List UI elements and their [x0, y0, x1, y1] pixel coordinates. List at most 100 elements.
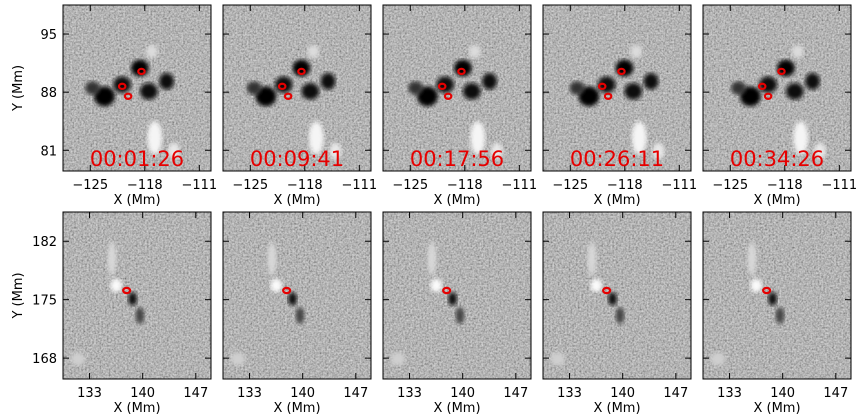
y-axis-title: Y (Mm)	[11, 65, 26, 112]
magnetic-feature	[468, 44, 481, 59]
x-tick-label: 140	[130, 386, 155, 401]
magnetogram-panel: −125 −118 −111 95 88 81 X (Mm) 00:01:26	[40, 4, 217, 208]
magnetic-feature	[491, 142, 503, 160]
x-tick-label: 133	[557, 386, 582, 401]
noise-texture	[543, 212, 691, 379]
noise-texture	[703, 5, 851, 171]
x-tick-label: −118	[287, 178, 323, 193]
panel-frame	[62, 4, 212, 172]
magnetic-feature	[255, 86, 277, 107]
noise-texture	[223, 212, 371, 379]
x-tick-label: 147	[183, 386, 208, 401]
red-contour	[443, 92, 453, 101]
red-contour	[282, 286, 292, 295]
x-tick-label: 140	[290, 386, 315, 401]
red-contour	[283, 92, 293, 101]
magnetic-feature	[791, 44, 804, 59]
x-tick-label: −118	[447, 178, 483, 193]
x-tick-label: 133	[237, 386, 262, 401]
panel-frame	[222, 211, 372, 380]
magnetogram-panel: −125 −118 −111 X (Mm) 00:26:11	[542, 4, 697, 208]
magnetic-feature	[168, 142, 180, 160]
noise-texture	[383, 212, 531, 379]
red-contour	[457, 67, 466, 76]
magnetic-feature	[578, 86, 600, 107]
x-tick-label: −111	[501, 178, 537, 193]
x-tick-label: −111	[341, 178, 377, 193]
magnetic-feature	[139, 83, 158, 100]
panel-frame	[222, 4, 372, 172]
magnetic-feature	[462, 83, 481, 100]
magnetic-feature	[775, 307, 785, 324]
noise-texture	[63, 212, 211, 379]
x-tick-label: 147	[343, 386, 368, 401]
x-tick-label: 147	[823, 386, 848, 401]
red-contour	[442, 286, 452, 295]
magnetogram-panel: 133 140 147 X (Mm)	[382, 211, 532, 416]
magnetic-feature	[615, 59, 634, 77]
x-tick-label: 147	[503, 386, 528, 401]
x-axis-title: X (Mm)	[753, 193, 800, 208]
magnetic-feature	[94, 86, 115, 107]
timestamp-label: 00:01:26	[90, 147, 184, 171]
magnetic-feature	[624, 83, 643, 100]
red-contour	[617, 67, 626, 76]
x-axis-title: X (Mm)	[273, 193, 320, 208]
magnetic-feature	[750, 278, 763, 293]
magnetic-feature	[785, 83, 804, 100]
x-axis-title: X (Mm)	[593, 401, 640, 416]
y-tick-label: 88	[40, 86, 57, 101]
x-axis-title: X (Mm)	[593, 193, 640, 208]
y-tick-label: 182	[32, 235, 57, 250]
x-tick-label: 140	[770, 386, 795, 401]
magnetic-feature	[267, 242, 277, 276]
magnetic-feature	[70, 352, 86, 366]
red-contour	[123, 92, 133, 101]
x-tick-label: −118	[127, 178, 163, 193]
x-tick-label: −125	[72, 178, 108, 193]
timestamp-label: 00:26:11	[570, 147, 664, 171]
magnetic-feature	[814, 142, 826, 160]
noise-texture	[383, 5, 531, 171]
red-contour	[597, 82, 607, 91]
panel-frame	[542, 211, 692, 380]
x-tick-label: −118	[607, 178, 643, 193]
magnetic-feature	[793, 121, 809, 155]
magnetic-feature	[740, 86, 761, 107]
magnetic-feature	[587, 242, 597, 276]
magnetic-feature	[135, 307, 145, 324]
y-tick-label: 168	[32, 352, 57, 367]
magnetic-feature	[747, 242, 757, 276]
x-tick-label: −125	[392, 178, 428, 193]
red-contour	[122, 286, 132, 295]
magnetic-feature	[145, 44, 158, 59]
magnetogram-panel: −125 −118 −111 X (Mm) 00:09:41	[222, 4, 377, 208]
magnetic-feature	[615, 307, 625, 324]
x-tick-label: 133	[717, 386, 742, 401]
red-contour	[117, 82, 127, 91]
x-tick-label: −125	[552, 178, 588, 193]
magnetic-feature	[329, 142, 342, 160]
noise-texture	[543, 5, 691, 171]
magnetic-feature	[455, 307, 465, 324]
magnetic-feature	[307, 44, 320, 59]
red-contour	[777, 67, 786, 76]
magnetic-feature	[768, 292, 777, 306]
magnetic-feature	[408, 81, 423, 95]
red-contour	[137, 67, 146, 76]
red-contour	[763, 92, 773, 101]
magnetic-feature	[288, 292, 297, 306]
magnetic-feature	[777, 59, 795, 77]
magnetic-feature	[631, 121, 647, 155]
magnetic-feature	[710, 352, 726, 366]
magnetic-feature	[569, 81, 585, 95]
x-tick-label: −111	[181, 178, 217, 193]
magnetic-feature	[470, 121, 486, 155]
y-tick-label: 175	[32, 294, 57, 309]
magnetogram-panel: −125 −118 −111 X (Mm) 00:34:26	[702, 4, 857, 208]
magnetogram-panel: −125 −118 −111 X (Mm) 00:17:56	[382, 4, 537, 208]
x-axis-title: X (Mm)	[433, 401, 480, 416]
magnetic-feature	[805, 73, 820, 90]
magnetic-feature	[85, 81, 100, 95]
